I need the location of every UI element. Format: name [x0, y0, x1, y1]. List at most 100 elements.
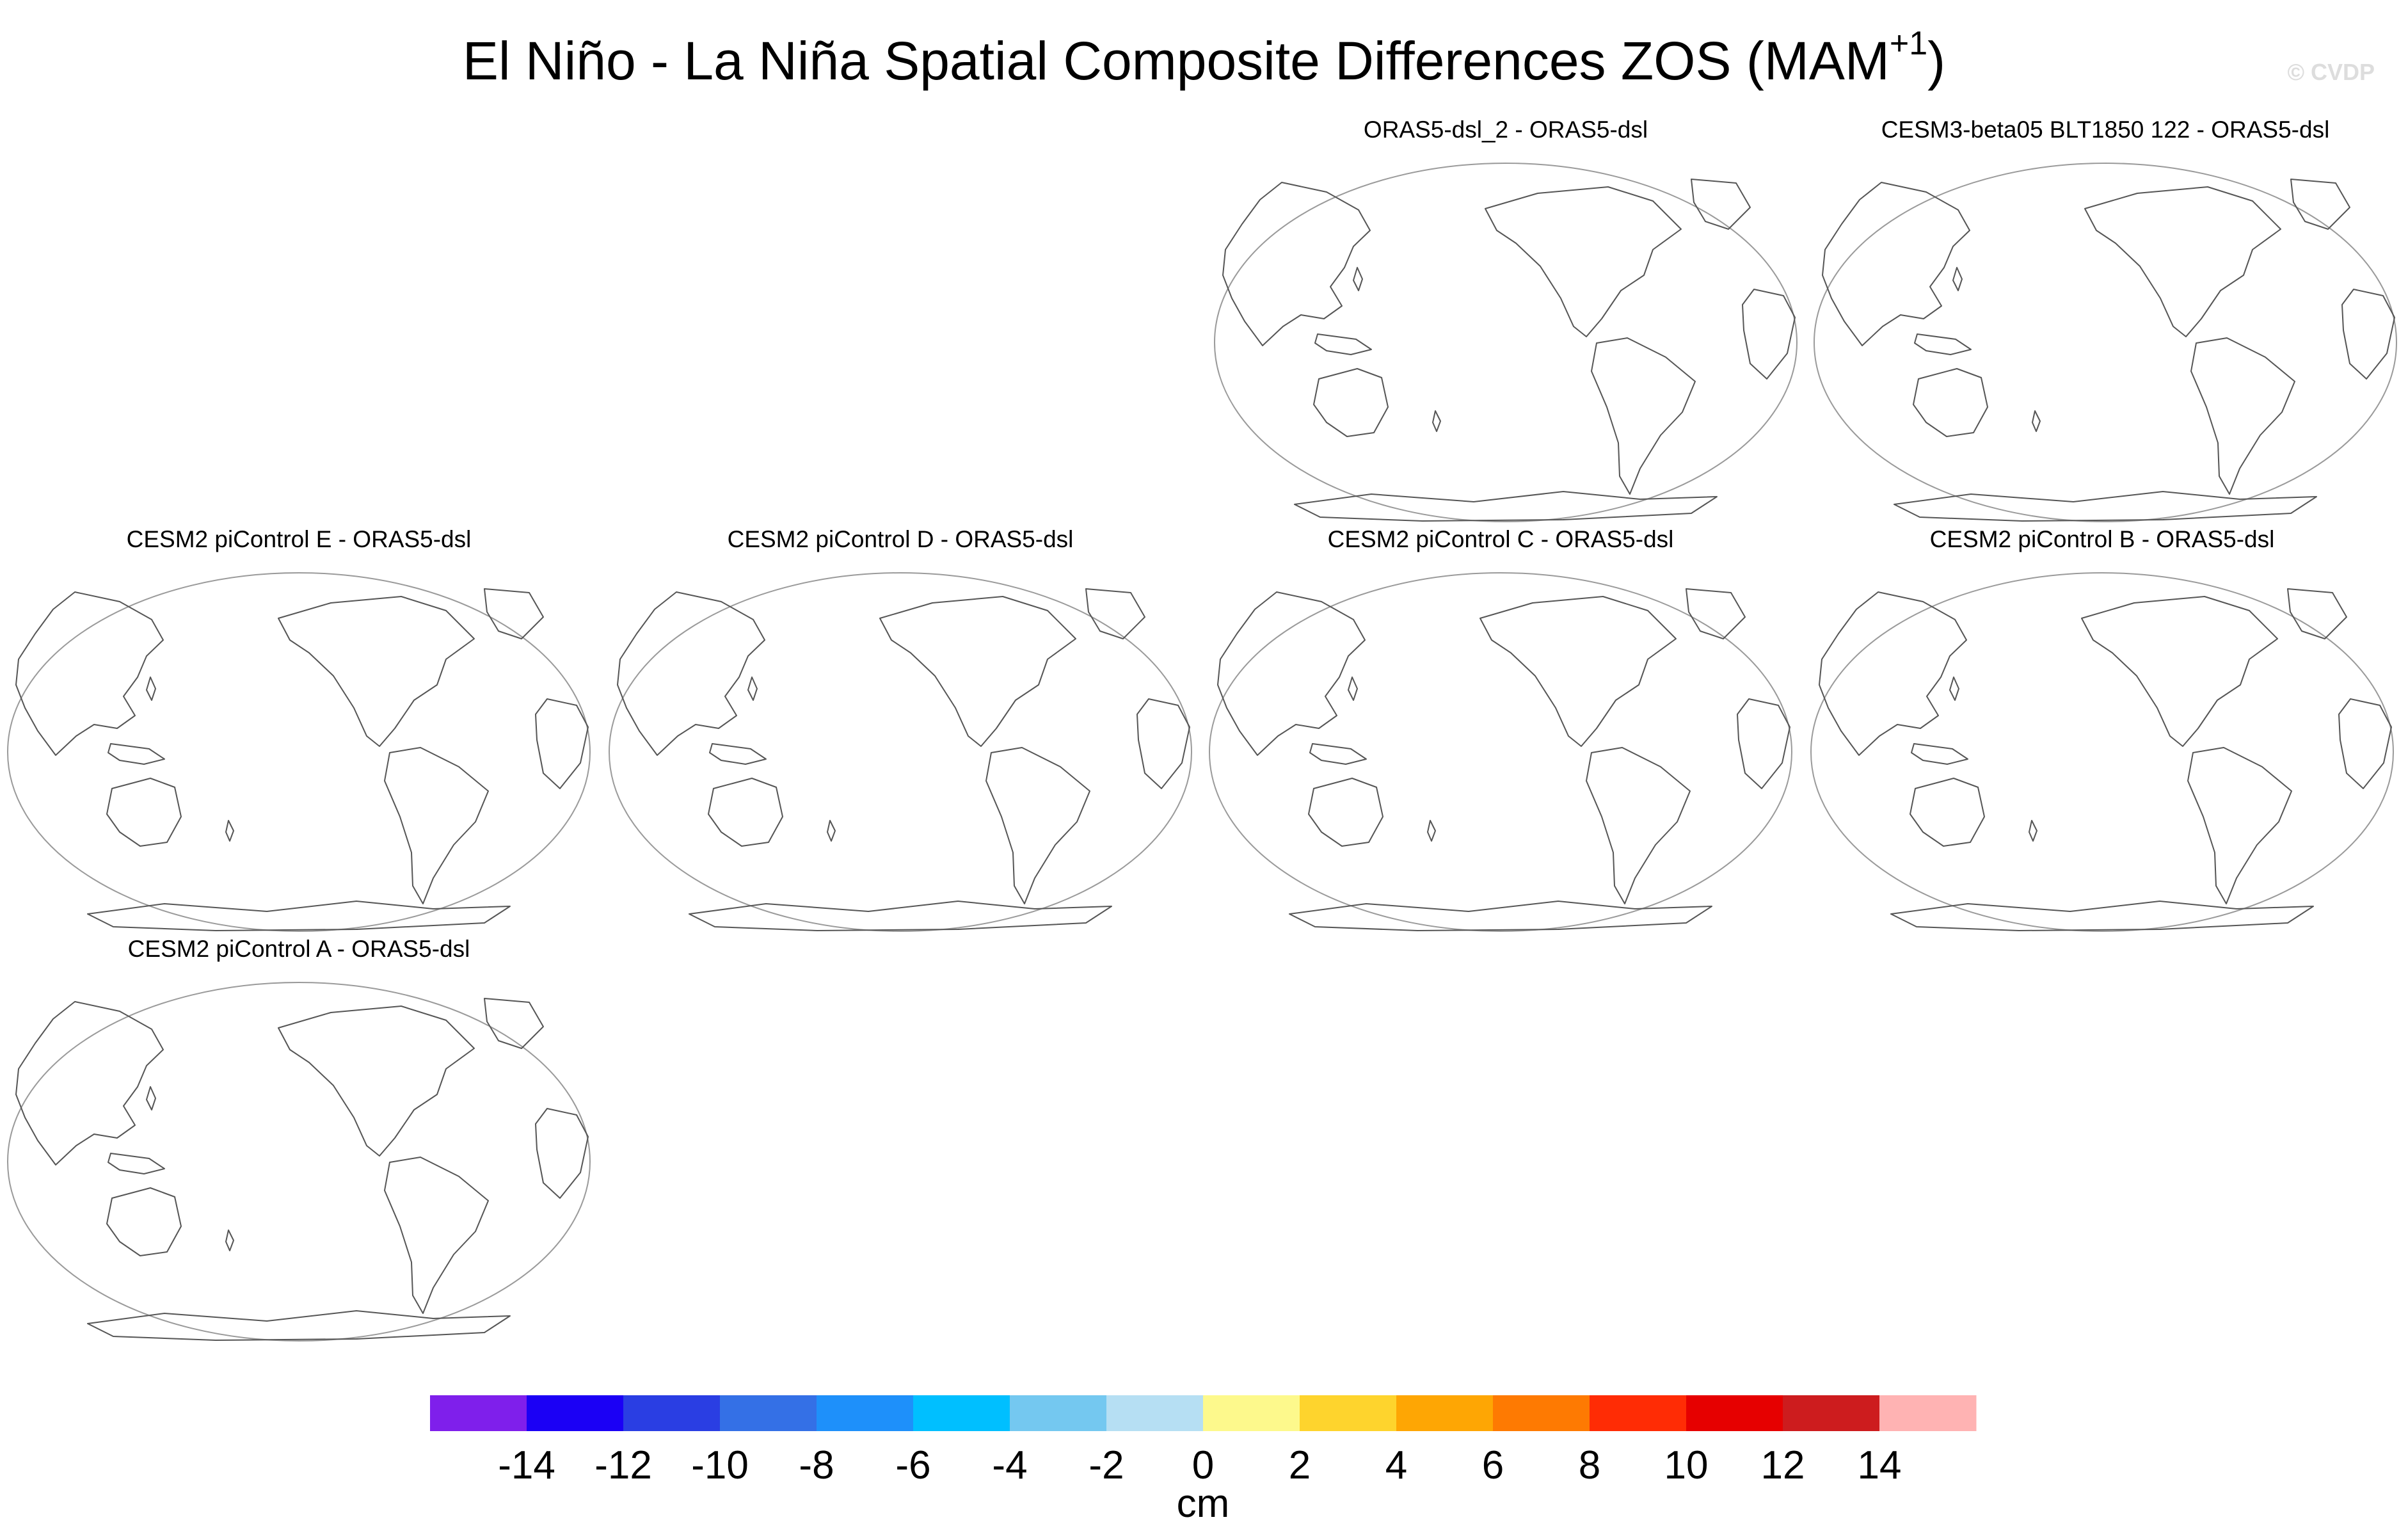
south-america-outline: [1586, 747, 1691, 904]
eurasia-coast-outline: [15, 1001, 164, 1166]
title-superscript: +1: [1889, 25, 1928, 62]
world-map: [6, 572, 591, 932]
australia-outline: [708, 778, 783, 847]
world-map: [1213, 163, 1798, 522]
antarctica-outline: [689, 901, 1112, 931]
panel-title: CESM2 piControl D - ORAS5-dsl: [727, 526, 1074, 552]
colorbar-box: [1106, 1395, 1204, 1431]
colorbar-tick-label: -8: [799, 1443, 834, 1487]
panel-title: ORAS5-dsl_2 - ORAS5-dsl: [1363, 116, 1648, 143]
south-america-outline: [2190, 337, 2295, 495]
maritime-se-asia-outline: [108, 743, 165, 765]
australia-outline: [106, 778, 182, 847]
colorbar-tick-label: -12: [594, 1443, 652, 1487]
africa-outline: [1737, 698, 1790, 789]
africa-outline: [2338, 698, 2392, 789]
map-panel-cesm3-beta05: CESM3-beta05 BLT1850 122 - ORAS5-dsl: [1805, 115, 2406, 531]
colorbar-units-label: cm: [1177, 1482, 1230, 1522]
australia-outline: [1308, 778, 1383, 847]
colorbar-tick-label: -14: [498, 1443, 555, 1487]
colorbar-tick-label: 2: [1289, 1443, 1311, 1487]
antarctica-outline: [1294, 491, 1718, 522]
panel-title: CESM3-beta05 BLT1850 122 - ORAS5-dsl: [1881, 116, 2330, 143]
panel-title: CESM2 piControl C - ORAS5-dsl: [1327, 526, 1674, 552]
map-panel-cesm2-picontrol-b: CESM2 piControl B - ORAS5-dsl: [1801, 525, 2403, 941]
south-america-outline: [985, 747, 1090, 904]
map-panel-cesm2-picontrol-a: CESM2 piControl A - ORAS5-dsl: [0, 934, 600, 1350]
greenland-outline: [2287, 588, 2347, 639]
new-zealand-outline: [225, 1230, 234, 1251]
japan-islands-outline: [1353, 267, 1363, 291]
maritime-se-asia-outline: [1309, 743, 1367, 765]
north-america-outline: [879, 596, 1076, 747]
cvdp-watermark: © CVDP: [2287, 59, 2375, 85]
colorbar-box: [1396, 1395, 1494, 1431]
colorbar-tick-label: 4: [1385, 1443, 1407, 1487]
maritime-se-asia-outline: [1911, 743, 1968, 765]
eurasia-coast-outline: [617, 591, 765, 756]
world-map: [6, 982, 591, 1342]
colorbar-box: [1783, 1395, 1880, 1431]
japan-islands-outline: [747, 677, 758, 701]
colorbar-box: [1010, 1395, 1107, 1431]
eurasia-coast-outline: [1222, 182, 1371, 346]
africa-outline: [2341, 289, 2395, 380]
africa-outline: [1742, 289, 1796, 380]
south-america-outline: [384, 747, 489, 904]
africa-outline: [1136, 698, 1190, 789]
new-zealand-outline: [2029, 820, 2037, 842]
japan-islands-outline: [146, 677, 156, 701]
colorbar-tick-label: -10: [691, 1443, 749, 1487]
eurasia-coast-outline: [1819, 591, 1967, 756]
new-zealand-outline: [827, 820, 836, 842]
new-zealand-outline: [2032, 410, 2041, 432]
north-america-outline: [2081, 596, 2278, 747]
map-panel-cesm2-picontrol-c: CESM2 piControl C - ORAS5-dsl: [1200, 525, 1801, 941]
colorbar-tick-label: 14: [1858, 1443, 1902, 1487]
antarctica-outline: [1289, 901, 1712, 931]
north-america-outline: [1485, 186, 1682, 337]
panel-title: CESM2 piControl E - ORAS5-dsl: [126, 526, 472, 552]
antarctica-outline: [1894, 491, 2317, 522]
map-panel-cesm2-picontrol-d: CESM2 piControl D - ORAS5-dsl: [600, 525, 1201, 941]
greenland-outline: [1691, 179, 1751, 230]
colorbar-tick-label: 12: [1761, 1443, 1805, 1487]
australia-outline: [1313, 368, 1389, 437]
colorbar-box: [1590, 1395, 1687, 1431]
colorbar-box: [1300, 1395, 1397, 1431]
australia-outline: [106, 1187, 182, 1256]
japan-islands-outline: [1952, 267, 1963, 291]
colorbar-box: [623, 1395, 721, 1431]
colorbar-box: [527, 1395, 624, 1431]
maritime-se-asia-outline: [108, 1153, 165, 1174]
colorbar-tick-label: 10: [1664, 1443, 1709, 1487]
south-america-outline: [2187, 747, 2292, 904]
colorbar-box: [1686, 1395, 1783, 1431]
colorbar-box: [720, 1395, 817, 1431]
colorbar-box: [430, 1395, 527, 1431]
north-america-outline: [278, 1005, 475, 1157]
greenland-outline: [1686, 588, 1746, 639]
panel-title: CESM2 piControl B - ORAS5-dsl: [1929, 526, 2275, 552]
greenland-outline: [484, 588, 544, 639]
new-zealand-outline: [225, 820, 234, 842]
colorbar-tick-label: -6: [895, 1443, 930, 1487]
south-america-outline: [384, 1157, 489, 1314]
colorbar-box: [913, 1395, 1010, 1431]
antarctica-outline: [87, 1310, 511, 1341]
maritime-se-asia-outline: [1314, 333, 1372, 355]
colorbar-box: [1493, 1395, 1590, 1431]
eurasia-coast-outline: [15, 591, 164, 756]
eurasia-coast-outline: [1217, 591, 1366, 756]
greenland-outline: [484, 998, 544, 1049]
africa-outline: [535, 1108, 589, 1199]
antarctica-outline: [87, 901, 511, 931]
colorbar-box: [817, 1395, 914, 1431]
new-zealand-outline: [1427, 820, 1436, 842]
colorbar-box: [1203, 1395, 1300, 1431]
colorbar-tick-label: 8: [1579, 1443, 1600, 1487]
north-america-outline: [278, 596, 475, 747]
japan-islands-outline: [1348, 677, 1358, 701]
colorbar-tick-label: 6: [1482, 1443, 1504, 1487]
colorbar-box: [1879, 1395, 1977, 1431]
